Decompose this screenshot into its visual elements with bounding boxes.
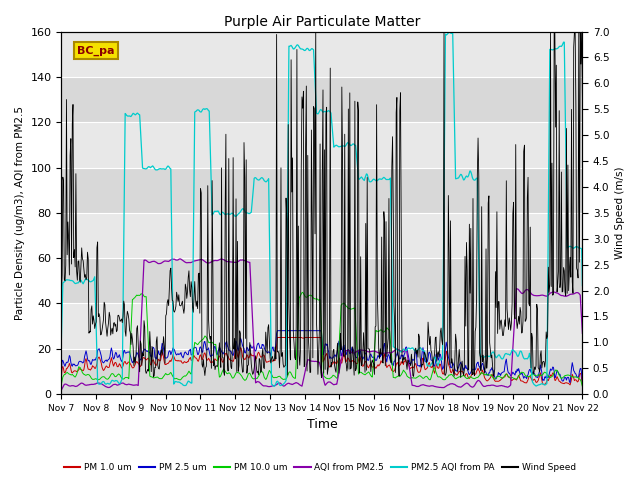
Text: BC_pa: BC_pa <box>77 45 115 56</box>
Bar <box>61 213 582 258</box>
Bar <box>61 349 582 394</box>
Bar <box>61 77 582 122</box>
Title: Purple Air Particulate Matter: Purple Air Particulate Matter <box>224 15 420 29</box>
X-axis label: Time: Time <box>307 419 337 432</box>
Y-axis label: Particle Density (ug/m3), AQI from PM2.5: Particle Density (ug/m3), AQI from PM2.5 <box>15 106 25 320</box>
Bar <box>61 32 582 77</box>
Bar <box>61 258 582 303</box>
Bar <box>61 303 582 349</box>
Y-axis label: Wind Speed (m/s): Wind Speed (m/s) <box>615 167 625 259</box>
Bar <box>61 168 582 213</box>
Legend: PM 1.0 um, PM 2.5 um, PM 10.0 um, AQI from PM2.5, PM2.5 AQI from PA, Wind Speed: PM 1.0 um, PM 2.5 um, PM 10.0 um, AQI fr… <box>61 459 579 476</box>
Bar <box>61 122 582 168</box>
